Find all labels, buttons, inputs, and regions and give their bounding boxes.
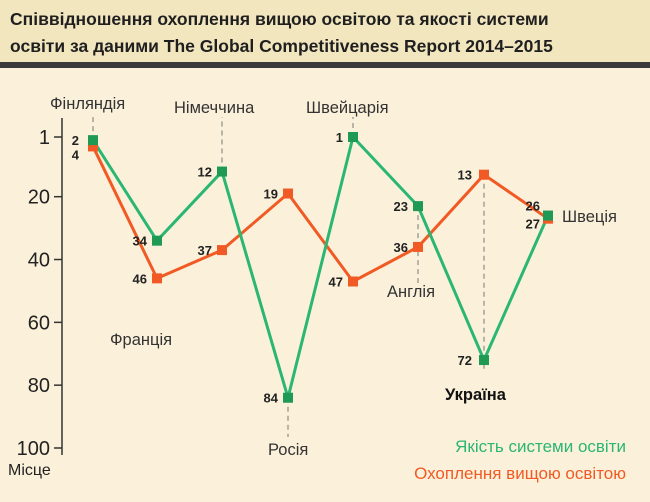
series-0-point (283, 392, 293, 403)
category-label: Фінляндія (50, 95, 125, 113)
series-lines (91, 135, 550, 400)
data-label: 34 (133, 234, 148, 249)
y-tick-label: 20 (28, 187, 50, 209)
legend-item-1: Охоплення вищою освітою (414, 464, 626, 483)
data-label: 12 (198, 165, 212, 180)
series-line-0 (91, 135, 550, 400)
category-label: Україна (445, 386, 507, 404)
category-labels: Фінляндія Франція Німеччина Росія Швейцарія А… (50, 95, 617, 459)
category-label: Швейцарія (306, 99, 389, 117)
series-0-point (413, 201, 423, 212)
category-guides (92, 117, 485, 437)
data-label: 19 (264, 187, 278, 202)
series-0-point (152, 235, 162, 246)
y-tick-label: 60 (28, 312, 50, 334)
legend: Якість системи освіти Охоплення вищою осв… (414, 437, 626, 483)
series-0-point (88, 135, 98, 146)
y-tick-label: 100 (17, 438, 50, 460)
series-0-point (217, 166, 227, 177)
data-label: 4 (72, 147, 80, 162)
data-label: 26 (526, 199, 540, 214)
series-0-point (479, 355, 489, 366)
category-label: Швеція (562, 208, 617, 226)
data-label: 2 (72, 133, 79, 148)
y-tick-label: 1 (39, 127, 50, 149)
series-1-point (152, 273, 162, 284)
series-1-point (217, 245, 227, 256)
series-1-point (479, 169, 489, 180)
data-label: 47 (329, 275, 343, 290)
data-label: 36 (394, 240, 408, 255)
series-1-point (283, 188, 293, 199)
legend-item-0: Якість системи освіти (455, 437, 626, 456)
data-label: 84 (264, 391, 279, 406)
chart-title-line2: освіти за даними The Global Competitiven… (10, 36, 553, 56)
data-label: 23 (394, 199, 408, 214)
category-label: Англія (387, 283, 435, 301)
series-line-1 (91, 145, 549, 284)
data-label: 46 (133, 271, 147, 286)
series-0-point (348, 132, 358, 142)
data-label: 37 (198, 243, 212, 258)
data-label: 27 (526, 217, 540, 232)
y-tick-label: 80 (28, 375, 50, 397)
category-label: Росія (268, 441, 308, 459)
y-tick-label: 40 (28, 250, 50, 272)
y-ticks: 1 20 40 60 80 100 (17, 127, 62, 460)
series-1-point (413, 241, 423, 252)
title-band (0, 0, 650, 62)
chart-title-line1: Співвідношення охоплення вищою освітою т… (10, 9, 549, 29)
series-0-point (543, 210, 553, 221)
category-label: Франція (110, 331, 172, 349)
data-label: 13 (458, 168, 472, 183)
title-bottom-rule (0, 62, 650, 68)
series-1-point (88, 141, 98, 152)
data-label: 1 (336, 130, 343, 145)
series-1-point (348, 276, 358, 287)
data-label: 72 (458, 353, 472, 368)
y-axis-label: Місце (8, 462, 51, 479)
category-label: Німеччина (174, 99, 255, 117)
data-labels: 2 34 12 84 1 23 72 26 4 46 37 19 47 36 13 27 (72, 130, 540, 406)
series-markers (88, 132, 553, 403)
